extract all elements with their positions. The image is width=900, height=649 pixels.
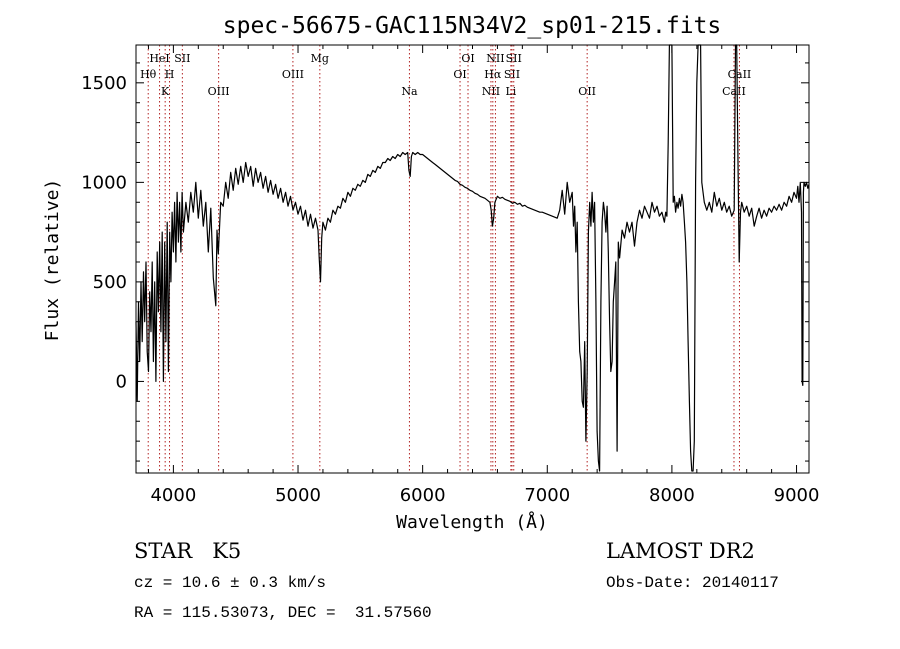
spectral-line-label: SII — [504, 68, 520, 81]
x-axis-label: Wavelength (Å) — [396, 511, 548, 533]
spectral-line-label: NII — [482, 85, 500, 98]
x-tick-label: 6000 — [400, 485, 446, 506]
spectral-line-label: Na — [401, 85, 418, 98]
star-class: STAR K5 — [134, 539, 242, 563]
spectral-line-label: CaII — [722, 85, 746, 98]
x-tick-label: 4000 — [150, 485, 196, 506]
coordinates: RA = 115.53073, DEC = 31.57560 — [134, 604, 432, 622]
spectral-line-label: Hθ — [140, 68, 157, 81]
y-tick-label: 0 — [116, 371, 127, 392]
x-tick-label: 5000 — [275, 485, 321, 506]
y-axis-label: Flux (relative) — [42, 179, 63, 342]
observation-date: Obs-Date: 20140117 — [606, 574, 779, 592]
spectral-line-label: SII — [174, 52, 190, 65]
spectral-line-label: Hα — [484, 68, 502, 81]
spectral-line-label: CaII — [728, 68, 752, 81]
plot-frame — [135, 44, 810, 474]
spectral-line-label: NII — [486, 52, 504, 65]
x-tick-label: 9000 — [774, 485, 820, 506]
spectral-line-label: OI — [461, 52, 474, 65]
spectral-line-label: Mg — [311, 52, 329, 65]
spectral-line-label: SII — [506, 52, 522, 65]
spectral-line-label: HeI — [149, 52, 169, 65]
x-tick-label: 7000 — [524, 485, 570, 506]
spectral-line-label: H — [165, 68, 175, 81]
axis-ticks: 4000 5000 6000 7000 8000 9000 0 500 1000 1500 — [81, 45, 819, 506]
spectral-line-label: OII — [578, 85, 596, 98]
x-tick-label: 8000 — [649, 485, 695, 506]
spectral-line-label: K — [161, 85, 170, 98]
y-tick-label: 1500 — [81, 73, 127, 94]
chart-title: spec-56675-GAC115N34V2_sp01-215.fits — [223, 13, 722, 39]
spectral-line-label: OIII — [282, 68, 304, 81]
survey-name: LAMOST DR2 — [606, 539, 755, 563]
y-tick-label: 500 — [93, 272, 127, 293]
redshift-cz: cz = 10.6 ± 0.3 km/s — [134, 574, 327, 592]
y-tick-label: 1000 — [81, 172, 127, 193]
spectrum-series-line — [135, 44, 810, 472]
spectral-line-label: OI — [453, 68, 466, 81]
spectral-line-label: OIII — [208, 85, 230, 98]
spectral-line-label: Li — [505, 85, 516, 98]
